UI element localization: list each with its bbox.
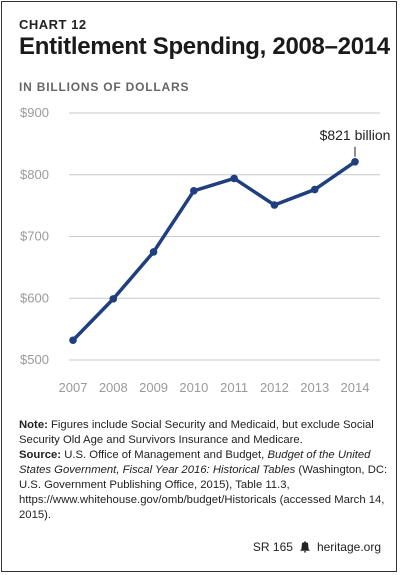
data-point (69, 336, 77, 345)
x-tick-label: 2014 (341, 380, 370, 395)
notes-block: Note: Figures include Social Security an… (19, 418, 389, 523)
data-point (351, 157, 359, 166)
note-label: Note: (19, 419, 48, 431)
site-link[interactable]: heritage.org (316, 540, 381, 554)
annotation-layer: $821 billion (320, 127, 391, 157)
y-tick-label: $800 (20, 167, 49, 182)
grid-lines (69, 112, 380, 361)
x-tick-label: 2011 (220, 380, 248, 395)
line-chart: $500 $600 $700 $800 $900 2007 2008 2009 2010 201… (20, 105, 391, 395)
y-tick-label: $700 (20, 229, 49, 244)
x-tick-label: 2008 (99, 380, 128, 395)
x-tick-label: 2010 (179, 380, 208, 395)
data-point (310, 185, 319, 194)
note-paragraph: Note: Figures include Social Security an… (19, 418, 389, 448)
source-paragraph: Source: U.S. Office of Management and Bu… (19, 448, 389, 523)
y-tick-label: $600 (20, 290, 49, 305)
data-point (149, 248, 158, 256)
y-axis-ticks: $500 $600 $700 $800 $900 (20, 105, 49, 367)
source-label: Source: (19, 449, 62, 461)
x-axis-ticks: 2007 2008 2009 2010 2011 2012 2013 2014 (59, 380, 370, 395)
x-tick-label: 2012 (260, 380, 289, 395)
x-tick-label: 2007 (59, 380, 88, 395)
x-tick-label: 2013 (300, 380, 329, 395)
y-tick-label: $900 (20, 105, 49, 120)
annotation-label: $821 billion (320, 127, 391, 143)
note-text: Figures include Social Security and Medi… (19, 419, 374, 446)
series-layer (69, 157, 359, 345)
data-point (109, 295, 118, 303)
y-tick-label: $500 (20, 352, 49, 367)
source-italic: Budget of the United States Government, … (19, 449, 371, 476)
x-tick-label: 2009 (139, 380, 168, 395)
series-line (71, 160, 357, 342)
liberty-bell-icon (299, 541, 310, 553)
data-point (190, 187, 198, 195)
source-text-2: (Washington, DC: U.S. Government Publish… (19, 464, 388, 521)
report-id: SR 165 (252, 540, 293, 554)
data-point (230, 174, 238, 183)
data-point (270, 201, 279, 209)
chart-number: CHART 12 (19, 17, 87, 32)
chart-subtitle: IN BILLIONS OF DOLLARS (19, 80, 190, 94)
chart-title: Entitlement Spending, 2008–2014 (19, 33, 390, 60)
source-text-1: U.S. Office of Management and Budget, (61, 449, 268, 461)
footer: SR 165 heritage.org (253, 540, 381, 554)
